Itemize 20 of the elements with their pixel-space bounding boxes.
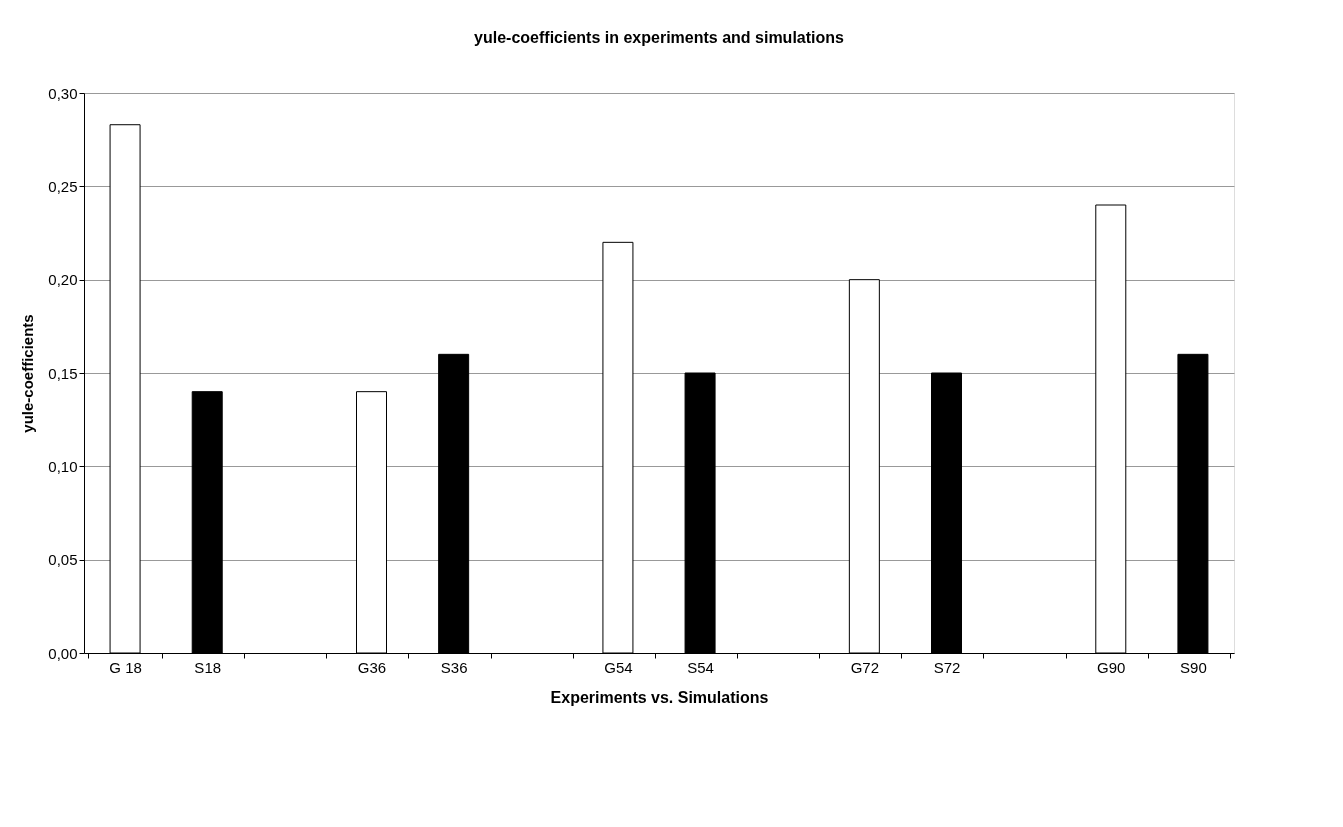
x-tick-label: S90 [1180, 658, 1207, 676]
y-tick-label: 0,00 [48, 644, 78, 662]
x-axis-title: Experiments vs. Simulations [550, 688, 769, 706]
y-tick-label: 0,25 [48, 177, 78, 195]
y-tick-label: 0,15 [48, 364, 78, 382]
y-axis-title: yule-coefficients [19, 314, 37, 433]
x-tick-label: S72 [933, 658, 961, 676]
x-tick-label: G 18 [109, 658, 142, 676]
x-tick-label: S54 [687, 658, 714, 676]
y-tick-label: 0,10 [48, 457, 78, 475]
y-tick-label: 0,05 [48, 551, 78, 569]
x-tick-label: G90 [1097, 658, 1126, 676]
x-tick-label: S36 [440, 658, 468, 676]
x-tick-label: G54 [604, 658, 633, 676]
x-tick-label: G72 [850, 658, 880, 676]
y-tick-label: 0,30 [48, 84, 78, 102]
x-tick-label: S18 [194, 658, 222, 676]
y-tick-label: 0,20 [48, 271, 78, 289]
chart-title: yule-coefficients in experiments and simulations [474, 29, 845, 46]
x-tick-label: G36 [357, 658, 387, 676]
